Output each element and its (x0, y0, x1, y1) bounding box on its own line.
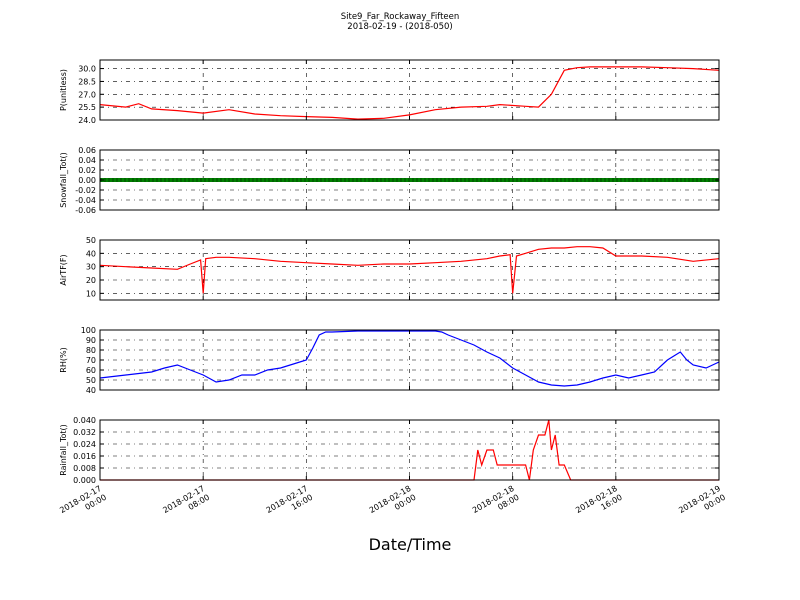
y-tick-label: 0.016 (73, 452, 96, 461)
y-tick-label: 0.06 (78, 146, 96, 155)
y-tick-label: 90 (86, 336, 96, 345)
y-tick-label: 10 (86, 289, 96, 298)
y-tick-label: 0.02 (78, 166, 96, 175)
panel-4: 0.000 0.008 0.016 0.024 0.032 0.040 Rainfall_T… (59, 416, 720, 485)
y-tick-label: 30 (86, 263, 96, 272)
y-tick-label: -0.02 (75, 186, 96, 195)
y-tick-label: 40 (86, 386, 96, 395)
y-axis-label: Rainfall_Tot() (59, 424, 68, 476)
y-tick-label: 70 (86, 356, 96, 365)
y-tick-label: 50 (86, 376, 96, 385)
series-line (99, 66, 720, 120)
chart-title: Site9_Far_Rockaway_Fifteen (341, 12, 460, 22)
y-tick-label: 28.5 (78, 77, 96, 86)
y-tick-label: 24.0 (78, 116, 96, 125)
y-tick-label: 30.0 (78, 65, 96, 74)
y-tick-label: -0.06 (75, 206, 96, 215)
series-line (100, 419, 719, 481)
y-axis-label: AirTF(F) (59, 254, 68, 285)
panel-2: 10 20 30 40 50 AirTF(F) (59, 236, 720, 301)
y-tick-label: 50 (86, 236, 96, 245)
x-axis-label: Date/Time (369, 535, 452, 554)
y-axis-label: RH(%) (59, 347, 68, 372)
y-tick-label: 0.000 (73, 476, 96, 485)
y-axis-label: P(unitless) (59, 69, 68, 111)
y-tick-label: 0.024 (73, 440, 96, 449)
y-tick-label: 0.04 (78, 156, 96, 165)
y-tick-label: 100 (81, 326, 96, 335)
y-tick-label: 0.032 (73, 428, 96, 437)
y-tick-label: 0.00 (78, 176, 96, 185)
y-tick-label: 0.040 (73, 416, 96, 425)
y-tick-label: 20 (86, 276, 96, 285)
series-line (99, 330, 720, 387)
y-axis-label: Snowfall_Tot() (59, 152, 68, 208)
panels: 24.025.527.028.530.0P(unitless)-0.06-0.0… (59, 59, 720, 485)
y-tick-label: 0.008 (73, 464, 96, 473)
y-tick-label: 40 (86, 249, 96, 258)
y-tick-label: -0.04 (75, 196, 96, 205)
panel-1: -0.06-0.04-0.020.000.020.040.06 Snowfall_… (59, 146, 720, 215)
y-tick-label: 27.0 (78, 90, 96, 99)
series-line (99, 246, 720, 294)
y-tick-label: 25.5 (78, 103, 96, 112)
panel-0: 24.0 25.5 27.0 28.5 30.0 P(unitless) (59, 59, 720, 125)
chart-subtitle: 2018-02-19 - (2018-050) (347, 22, 452, 32)
y-tick-label: 60 (86, 366, 96, 375)
y-tick-label: 80 (86, 346, 96, 355)
